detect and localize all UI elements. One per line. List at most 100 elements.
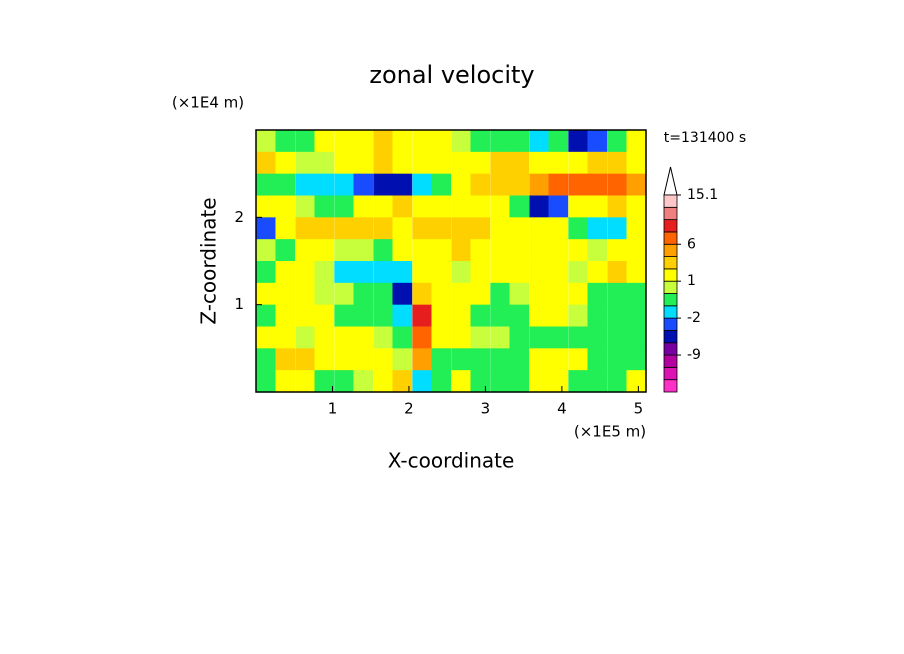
field-cell (451, 261, 472, 284)
field-cell (529, 326, 550, 349)
field-cell (568, 239, 589, 262)
field-cell (314, 261, 335, 284)
field-cell (431, 151, 452, 175)
colorbar-segment (663, 379, 678, 393)
field-cell (529, 151, 550, 175)
field-cell (529, 239, 550, 262)
field-cell (412, 151, 433, 175)
field-cell (509, 348, 530, 371)
field-cell (509, 217, 530, 240)
field-cell (334, 195, 355, 218)
field-cell (451, 217, 472, 240)
field-cell (392, 173, 413, 197)
field-cell (607, 239, 628, 262)
field-cell (490, 326, 511, 349)
field-cell (314, 217, 335, 240)
field-cell (392, 217, 413, 240)
field-cell (490, 348, 511, 371)
field-cell (451, 130, 472, 153)
field-cell (548, 151, 569, 175)
field-cell (490, 173, 511, 197)
x-tick-label: 1 (328, 400, 338, 418)
field-cell (353, 370, 374, 393)
field-cell (275, 282, 296, 306)
field-cell (314, 130, 335, 153)
field-cell (295, 370, 316, 393)
x-scale-label: (×1E5 m) (574, 423, 646, 441)
field-cell (568, 304, 589, 328)
field-cell (470, 173, 491, 197)
field-cell (451, 370, 472, 393)
field-cell (509, 304, 530, 328)
colorbar-segment (663, 330, 678, 344)
field-cell (412, 370, 433, 393)
field-cell (431, 282, 452, 306)
field-cell (587, 195, 608, 218)
field-cell (256, 195, 277, 218)
field-cell (607, 195, 628, 218)
field-cell (626, 217, 647, 240)
field-cell (529, 304, 550, 328)
field-cell (353, 151, 374, 175)
field-cell (314, 348, 335, 371)
field-cell (470, 348, 491, 371)
contour-field (256, 130, 647, 393)
field-cell (548, 217, 569, 240)
field-cell (529, 130, 550, 153)
field-cell (626, 173, 647, 197)
field-cell (431, 130, 452, 153)
colorbar-segment (663, 305, 678, 319)
field-cell (373, 370, 394, 393)
field-cell (568, 173, 589, 197)
field-cell (256, 173, 277, 197)
field-cell (392, 304, 413, 328)
field-cell (626, 348, 647, 371)
field-cell (412, 261, 433, 284)
field-cell (314, 326, 335, 349)
field-cell (431, 370, 452, 393)
field-cell (353, 239, 374, 262)
field-cell (626, 261, 647, 284)
field-cell (568, 130, 589, 153)
field-cell (353, 217, 374, 240)
field-cell (470, 217, 491, 240)
field-cell (256, 348, 277, 371)
field-cell (587, 261, 608, 284)
field-cell (607, 261, 628, 284)
field-cell (490, 239, 511, 262)
field-cell (626, 195, 647, 218)
field-cell (548, 370, 569, 393)
field-cell (470, 282, 491, 306)
field-cell (295, 304, 316, 328)
field-cell (256, 304, 277, 328)
field-cell (373, 348, 394, 371)
field-cell (275, 130, 296, 153)
field-cell (490, 151, 511, 175)
x-tick-label: 5 (634, 400, 644, 418)
field-cell (392, 261, 413, 284)
field-cell (392, 326, 413, 349)
field-cell (334, 151, 355, 175)
colorbar-tick-label: -9 (687, 347, 701, 363)
field-cell (314, 370, 335, 393)
field-cell (295, 130, 316, 153)
colorbar-tick-label: 1 (687, 273, 696, 289)
field-cell (353, 130, 374, 153)
field-cell (275, 261, 296, 284)
colorbar-segment (663, 206, 678, 221)
field-cell (568, 348, 589, 371)
y-tick-label: 1 (234, 295, 244, 313)
field-cell (334, 348, 355, 371)
field-cell (607, 173, 628, 197)
field-cell (587, 282, 608, 306)
field-cell (548, 261, 569, 284)
field-cell (587, 239, 608, 262)
field-cell (256, 239, 277, 262)
field-cell (295, 239, 316, 262)
field-cell (353, 261, 374, 284)
field-cell (314, 173, 335, 197)
field-cell (275, 348, 296, 371)
field-cell (431, 326, 452, 349)
field-cell (412, 282, 433, 306)
field-cell (314, 195, 335, 218)
